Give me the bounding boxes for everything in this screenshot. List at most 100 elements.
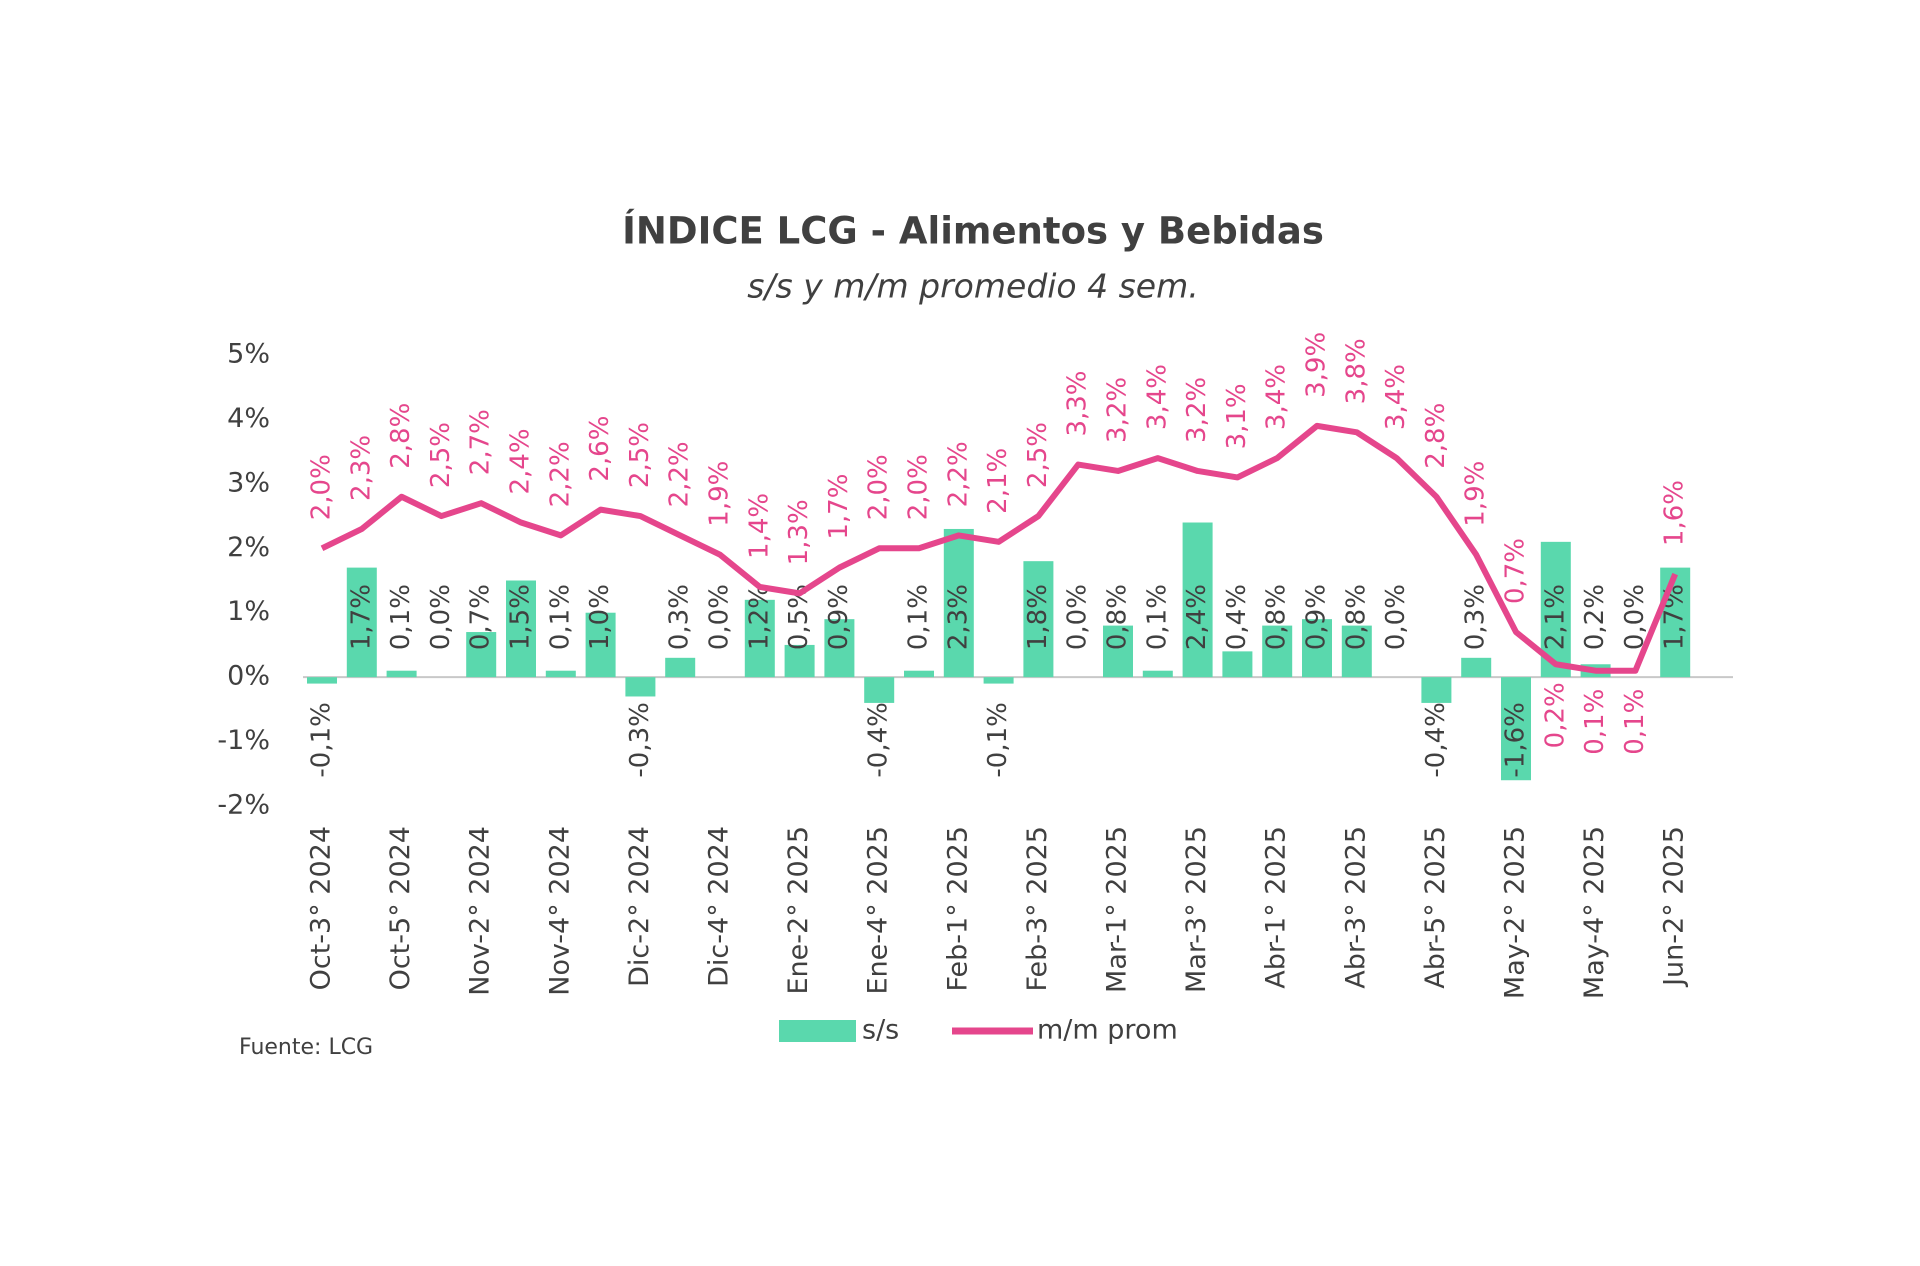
x-tick-label: Abr-5° 2025 — [1420, 826, 1451, 989]
legend-swatch — [779, 1020, 856, 1042]
x-tick-label: Feb-3° 2025 — [1022, 826, 1053, 992]
line-value-label: 2,5% — [426, 422, 456, 488]
bar — [983, 677, 1014, 684]
line-value-label: 3,2% — [1182, 377, 1212, 443]
bar — [1501, 677, 1531, 781]
bar-value-label: -0,3% — [625, 702, 655, 777]
line-value-label: 2,6% — [585, 416, 615, 482]
line-value-label: 3,8% — [1341, 338, 1371, 404]
line-value-label: 0,7% — [1501, 538, 1531, 604]
bar-value-label: 1,2% — [744, 584, 774, 650]
y-tick-label: 3% — [227, 467, 270, 498]
x-tick-label: Oct-5° 2024 — [385, 826, 416, 990]
line-value-label: 0,2% — [1540, 682, 1570, 748]
x-tick-label: Mar-3° 2025 — [1181, 826, 1212, 993]
bar — [386, 670, 417, 678]
legend-label: m/m prom — [1037, 1015, 1178, 1046]
bar-value-label: 2,1% — [1540, 584, 1570, 650]
line-value-label: 2,2% — [545, 441, 575, 507]
y-tick-label: 2% — [227, 532, 270, 563]
y-tick-label: -2% — [217, 790, 270, 821]
line-value-label: 2,0% — [904, 454, 934, 520]
bar-value-label: 1,7% — [346, 584, 376, 650]
bar-value-label: 2,4% — [1182, 584, 1212, 650]
bar-value-label: 0,9% — [824, 584, 854, 650]
line-value-label: 1,4% — [744, 493, 774, 559]
x-tick-label: Feb-1° 2025 — [942, 826, 973, 992]
line-value-label: 0,1% — [1620, 689, 1650, 755]
bar — [1461, 657, 1492, 678]
bar-value-label: 0,9% — [1302, 584, 1332, 650]
x-tick-label: Ene-4° 2025 — [863, 826, 894, 995]
line-value-label: 3,1% — [1222, 383, 1252, 449]
source-note: Fuente: LCG — [239, 1035, 373, 1060]
bar-value-label: 0,1% — [545, 584, 575, 650]
bar-value-label: 0,0% — [705, 584, 735, 650]
bar — [1142, 670, 1173, 678]
bar — [307, 677, 337, 684]
bar — [1103, 625, 1133, 678]
y-tick-label: 5% — [227, 339, 270, 370]
line-value-label: 2,7% — [466, 409, 496, 475]
bar-value-label: 1,5% — [506, 584, 536, 650]
bar-value-label: -0,1% — [983, 702, 1013, 777]
x-tick-label: Oct-3° 2024 — [306, 826, 337, 990]
line-value-label: 3,4% — [1381, 364, 1411, 430]
x-tick-label: Jun-2° 2025 — [1659, 826, 1690, 988]
bar — [1421, 677, 1452, 703]
bar-value-label: 2,3% — [943, 584, 973, 650]
legend-label: s/s — [862, 1015, 899, 1046]
line-value-label: 2,0% — [307, 454, 337, 520]
line-value-label: 1,9% — [1461, 461, 1491, 527]
bar — [585, 612, 616, 678]
line-series — [320, 422, 1678, 674]
line-value-label: 1,7% — [824, 474, 854, 540]
bar-value-label: 0,3% — [665, 584, 695, 650]
x-tick-label: Ene-2° 2025 — [783, 826, 814, 995]
bar-value-label: -0,4% — [1421, 702, 1451, 777]
bar-value-label: 0,1% — [386, 584, 416, 650]
bar — [744, 599, 775, 678]
x-tick-label: Nov-4° 2024 — [544, 826, 575, 996]
bar — [824, 619, 855, 678]
line-value-label: 3,2% — [1103, 377, 1133, 443]
bar-value-label: 0,1% — [1142, 584, 1172, 650]
bar — [1341, 625, 1372, 678]
bar-value-label: 0,8% — [1103, 584, 1133, 650]
bar-value-label: 0,3% — [1461, 584, 1491, 650]
x-tick-label: Nov-2° 2024 — [465, 826, 496, 996]
bar-value-label: 0,8% — [1341, 584, 1371, 650]
x-tick-label: Abr-3° 2025 — [1340, 826, 1371, 989]
x-tick-label: Mar-1° 2025 — [1102, 826, 1133, 993]
bar-value-label: 0,7% — [466, 584, 496, 650]
bar — [1023, 561, 1054, 678]
line-value-label: 2,8% — [1421, 403, 1451, 469]
bar-value-label: 0,0% — [1620, 584, 1650, 650]
bar-value-label: -1,6% — [1501, 702, 1531, 777]
line-value-label: 3,4% — [1142, 364, 1172, 430]
bar-value-label: 0,0% — [1063, 584, 1093, 650]
bar-value-label: -0,1% — [307, 702, 337, 777]
bar — [346, 567, 377, 678]
bar-value-label: 0,1% — [904, 584, 934, 650]
bar — [1262, 625, 1293, 678]
line-value-label: 3,4% — [1262, 364, 1292, 430]
line-value-label: 0,1% — [1580, 689, 1610, 755]
bar-value-label: 1,0% — [585, 584, 615, 650]
bar — [466, 632, 497, 678]
bar-value-label: 0,2% — [1580, 584, 1610, 650]
line-value-label: 2,2% — [665, 441, 695, 507]
line-value-label: 2,3% — [346, 435, 376, 501]
bar-value-label: 0,4% — [1222, 584, 1252, 650]
bar — [625, 677, 656, 697]
line-value-label: 2,5% — [625, 422, 655, 488]
bar-value-label: 0,0% — [426, 584, 456, 650]
bar — [1182, 522, 1213, 678]
bar — [545, 670, 576, 678]
line-value-label: 1,3% — [784, 499, 814, 565]
y-tick-label: 0% — [227, 661, 270, 692]
line-value-label: 3,9% — [1302, 332, 1332, 398]
line-value-label: 1,6% — [1660, 480, 1690, 546]
x-tick-label: May-4° 2025 — [1579, 826, 1610, 999]
line-value-label: 3,3% — [1063, 370, 1093, 436]
